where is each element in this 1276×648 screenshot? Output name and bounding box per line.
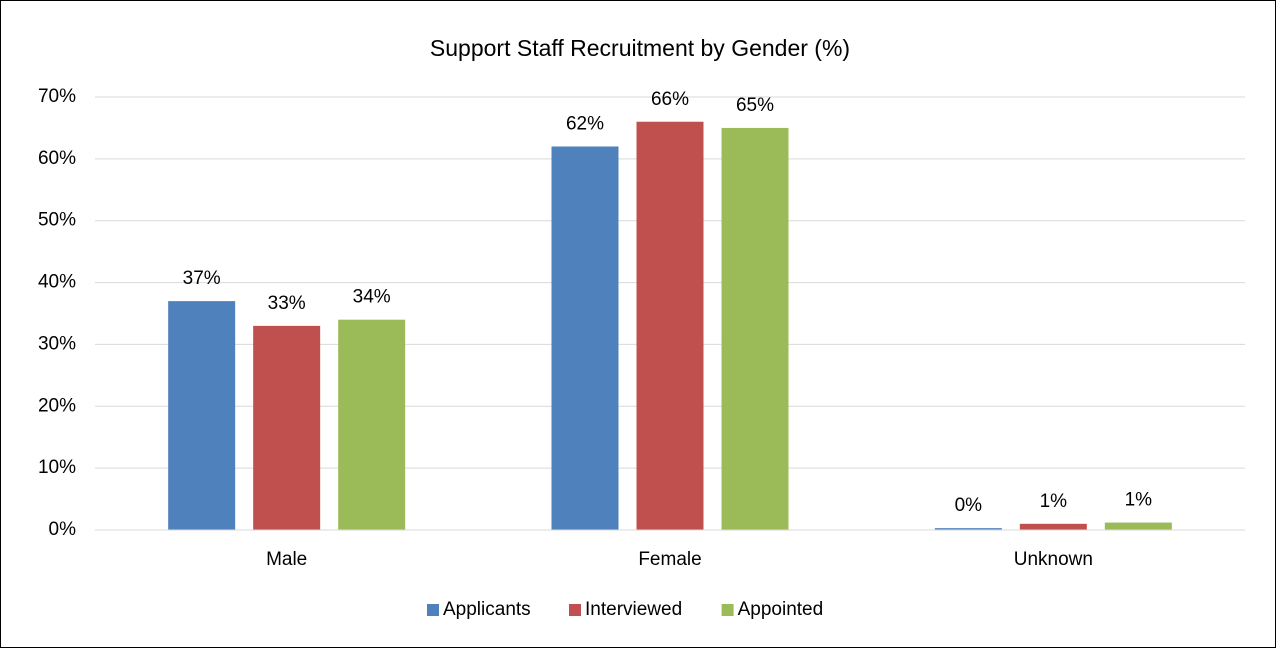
- chart-title: Support Staff Recruitment by Gender (%): [430, 35, 850, 61]
- x-tick-label: Unknown: [1014, 549, 1093, 570]
- bar: [253, 325, 321, 530]
- y-tick-label: 20%: [38, 395, 76, 416]
- legend-swatch: [427, 604, 439, 616]
- legend-label: Applicants: [443, 599, 531, 620]
- bar: [636, 121, 704, 530]
- y-tick-label: 60%: [38, 148, 76, 169]
- data-label: 0%: [955, 495, 983, 516]
- bar: [338, 319, 406, 530]
- data-label: 65%: [736, 95, 774, 116]
- y-tick-label: 70%: [38, 86, 76, 107]
- legend-label: Appointed: [738, 599, 824, 620]
- y-tick-label: 50%: [38, 210, 76, 231]
- y-tick-label: 40%: [38, 272, 76, 293]
- bar: [1104, 522, 1172, 530]
- data-label: 1%: [1040, 491, 1068, 512]
- bar: [168, 301, 236, 530]
- bar: [721, 127, 789, 530]
- data-label: 37%: [183, 268, 221, 289]
- bar: [551, 146, 619, 530]
- x-tick-label: Male: [266, 549, 307, 570]
- y-tick-label: 30%: [38, 333, 76, 354]
- x-tick-label: Female: [638, 549, 701, 570]
- data-label: 33%: [268, 293, 306, 314]
- legend-label: Interviewed: [585, 599, 682, 620]
- legend-swatch: [569, 604, 581, 616]
- data-label: 66%: [651, 89, 689, 110]
- legend-swatch: [721, 604, 734, 616]
- data-label: 1%: [1125, 490, 1153, 511]
- data-label: 62%: [566, 114, 604, 135]
- bar: [1019, 523, 1087, 530]
- bar: [934, 528, 1002, 530]
- y-tick-label: 10%: [38, 457, 76, 478]
- data-label: 34%: [353, 287, 391, 308]
- y-tick-label: 0%: [49, 519, 77, 540]
